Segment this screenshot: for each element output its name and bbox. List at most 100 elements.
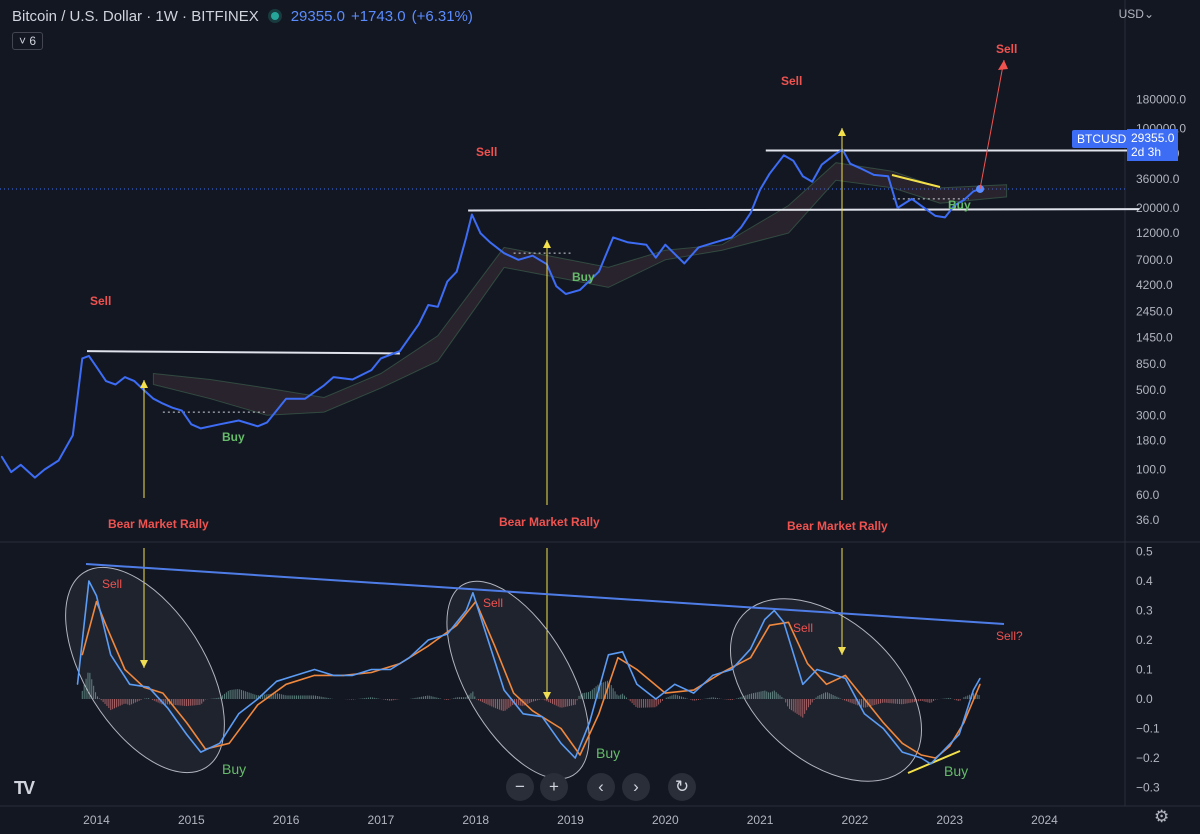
- price-change: +1743.0: [350, 8, 406, 25]
- signal-point: [721, 671, 723, 674]
- ichimoku-cloud: [152, 162, 1008, 416]
- signal-point: [313, 674, 316, 677]
- macd-point: [389, 668, 391, 671]
- oscillator-tick-label: 0.2: [1136, 633, 1153, 647]
- price-point: [517, 258, 520, 261]
- scroll-left-button[interactable]: ‹: [587, 773, 615, 801]
- signal-point: [901, 742, 903, 744]
- price-point: [237, 419, 240, 422]
- tradingview-logo-icon[interactable]: TV: [14, 778, 35, 798]
- price-point: [43, 468, 46, 471]
- symbol-price-tag: BTCUSD: [1072, 130, 1132, 148]
- bar-countdown: 2d 3h: [1131, 145, 1162, 159]
- oscillator-buy-label: Buy: [222, 761, 246, 777]
- time-tick-label: 2015: [178, 813, 205, 827]
- price-point: [124, 376, 126, 378]
- signal-point: [285, 683, 287, 685]
- chevron-left-icon: ‹: [598, 777, 604, 796]
- macd-point: [816, 668, 818, 671]
- time-tick-label: 2022: [842, 813, 869, 827]
- signal-point: [664, 692, 666, 694]
- macd-point: [76, 683, 79, 685]
- price-point: [759, 188, 761, 191]
- signal-point: [844, 674, 847, 677]
- price-point: [768, 172, 771, 175]
- symbol-title[interactable]: Bitcoin / U.S. Dollar · 1W · BITFINEX: [12, 8, 259, 25]
- signal-point: [228, 742, 230, 744]
- buy-label: Buy: [222, 430, 245, 444]
- scroll-right-button[interactable]: ›: [622, 773, 650, 801]
- price-point: [972, 190, 975, 193]
- signal-point: [399, 663, 401, 665]
- macd-point: [588, 722, 591, 724]
- oscillator-tick-label: −0.2: [1136, 751, 1160, 765]
- signal-point: [257, 704, 259, 706]
- macd-point: [882, 727, 884, 730]
- price-point: [811, 180, 814, 183]
- price-point: [910, 198, 913, 200]
- macd-point: [674, 683, 676, 685]
- macd-point: [167, 707, 169, 709]
- macd-point: [979, 677, 981, 679]
- bear-market-rally-label: Bear Market Rally: [108, 517, 209, 531]
- cycle-ellipse: [729, 598, 923, 782]
- signal-point: [750, 657, 752, 659]
- price-point: [95, 366, 98, 368]
- macd-point: [622, 651, 624, 653]
- price-point: [849, 162, 851, 165]
- time-tick-label: 2020: [652, 813, 679, 827]
- signal-point: [863, 698, 865, 700]
- macd-point: [693, 692, 695, 694]
- price-point: [664, 243, 667, 246]
- price-point: [783, 154, 785, 157]
- macd-point: [95, 595, 98, 597]
- oscillator-arrowhead: [543, 692, 551, 700]
- gear-icon[interactable]: ⚙: [1154, 807, 1170, 826]
- price-point: [934, 215, 937, 217]
- oscillator-tick-label: 0.1: [1136, 663, 1153, 677]
- resistance-line: [468, 208, 1140, 212]
- price-point: [645, 243, 648, 246]
- oscillator-tick-label: 0.0: [1136, 692, 1153, 706]
- zoom-out-button[interactable]: −: [506, 773, 534, 801]
- macd-point: [351, 674, 354, 677]
- macd-point: [129, 683, 131, 685]
- reset-chart-button[interactable]: ↻: [668, 773, 696, 801]
- bear-rally-arrowhead: [838, 128, 846, 136]
- macd-point: [930, 763, 932, 765]
- price-point: [612, 236, 614, 239]
- price-tick-label: 60.0: [1136, 488, 1160, 502]
- price-tick-label: 850.0: [1136, 357, 1166, 371]
- price-point: [72, 434, 74, 437]
- signal-point: [494, 645, 496, 647]
- time-tick-label: 2023: [936, 813, 963, 827]
- oscillator-tick-label: −0.1: [1136, 722, 1160, 736]
- zoom-in-button[interactable]: +: [540, 773, 568, 801]
- signal-point: [204, 748, 207, 750]
- last-price: 29355.0: [290, 8, 345, 25]
- minus-icon: −: [515, 777, 525, 796]
- signal-point: [143, 686, 145, 688]
- indicators-toggle-button[interactable]: ˅ 6: [12, 32, 44, 50]
- macd-point: [522, 713, 524, 715]
- signal-point: [456, 624, 458, 626]
- projection-arrowhead: [998, 60, 1008, 70]
- price-tick-label: 100.0: [1136, 463, 1166, 477]
- price-tick-label: 36.0: [1136, 513, 1160, 527]
- currency-selector[interactable]: USD⌄: [1119, 7, 1154, 21]
- signal-point: [979, 683, 981, 685]
- macd-point: [332, 674, 335, 677]
- price-change-pct: (+6.31%): [411, 8, 473, 25]
- macd-trend-line: [85, 563, 1005, 625]
- bear-rally-arrowhead: [140, 380, 148, 388]
- price-point: [427, 304, 430, 306]
- oscillator-divergence-line: [907, 750, 961, 774]
- reset-icon: ↻: [674, 777, 690, 796]
- chevron-down-icon: ⌄: [1143, 7, 1154, 21]
- macd-point: [313, 668, 316, 671]
- time-tick-label: 2017: [368, 813, 395, 827]
- price-tick-label: 4200.0: [1136, 278, 1173, 292]
- price-point: [835, 152, 837, 155]
- macd-point: [750, 648, 752, 650]
